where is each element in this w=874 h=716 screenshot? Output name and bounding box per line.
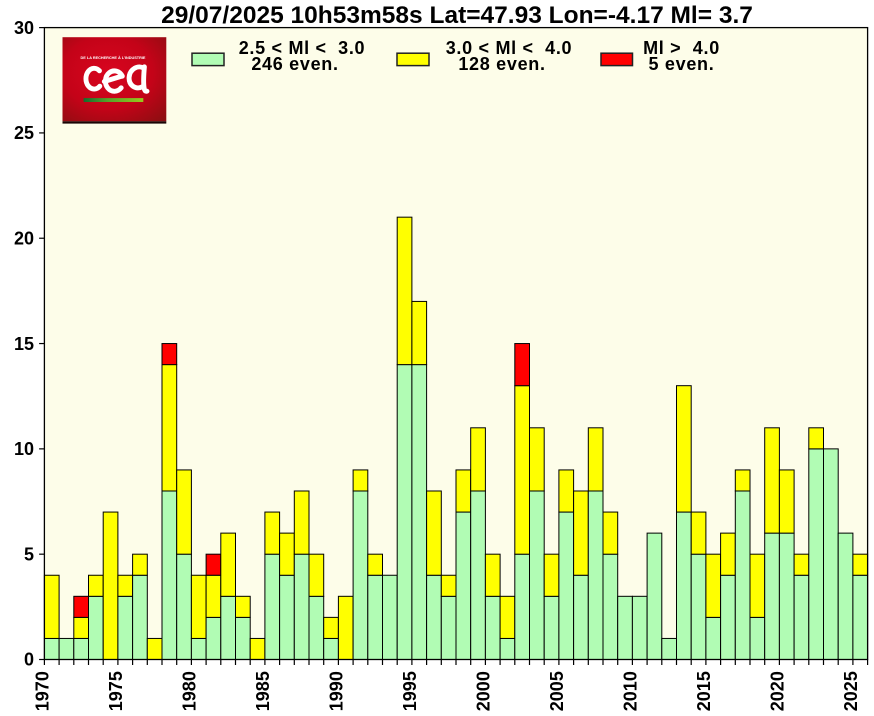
svg-text:2005: 2005 (547, 671, 567, 711)
svg-text:1970: 1970 (32, 671, 52, 711)
svg-text:0: 0 (24, 650, 34, 670)
svg-text:1975: 1975 (106, 671, 126, 711)
svg-text:15: 15 (14, 334, 34, 354)
svg-text:25: 25 (14, 123, 34, 143)
svg-text:30: 30 (14, 18, 34, 38)
svg-text:29/07/2025 10h53m58s Lat=47.93: 29/07/2025 10h53m58s Lat=47.93 Lon=-4.17… (161, 2, 753, 29)
svg-text:5: 5 (24, 544, 34, 564)
svg-text:20: 20 (14, 228, 34, 248)
svg-text:1990: 1990 (326, 671, 346, 711)
svg-text:3.0 < Ml < 4.0: 3.0 < Ml < 4.0 (446, 38, 573, 58)
svg-text:DE LA RECHERCHE À L'INDUSTRIE: DE LA RECHERCHE À L'INDUSTRIE (81, 55, 146, 60)
svg-text:1985: 1985 (253, 671, 273, 711)
svg-text:5 even.: 5 even. (649, 54, 715, 74)
svg-text:246 even.: 246 even. (251, 54, 338, 74)
svg-text:2.5 < Ml < 3.0: 2.5 < Ml < 3.0 (239, 38, 366, 58)
svg-text:Ml > 4.0: Ml > 4.0 (643, 38, 720, 58)
svg-text:1995: 1995 (400, 671, 420, 711)
svg-text:2000: 2000 (473, 671, 493, 711)
svg-text:2025: 2025 (841, 671, 861, 711)
svg-text:2010: 2010 (620, 671, 640, 711)
svg-text:2015: 2015 (694, 671, 714, 711)
svg-text:1980: 1980 (179, 671, 199, 711)
svg-text:128 even.: 128 even. (458, 54, 545, 74)
svg-text:2020: 2020 (767, 671, 787, 711)
svg-text:10: 10 (14, 439, 34, 459)
